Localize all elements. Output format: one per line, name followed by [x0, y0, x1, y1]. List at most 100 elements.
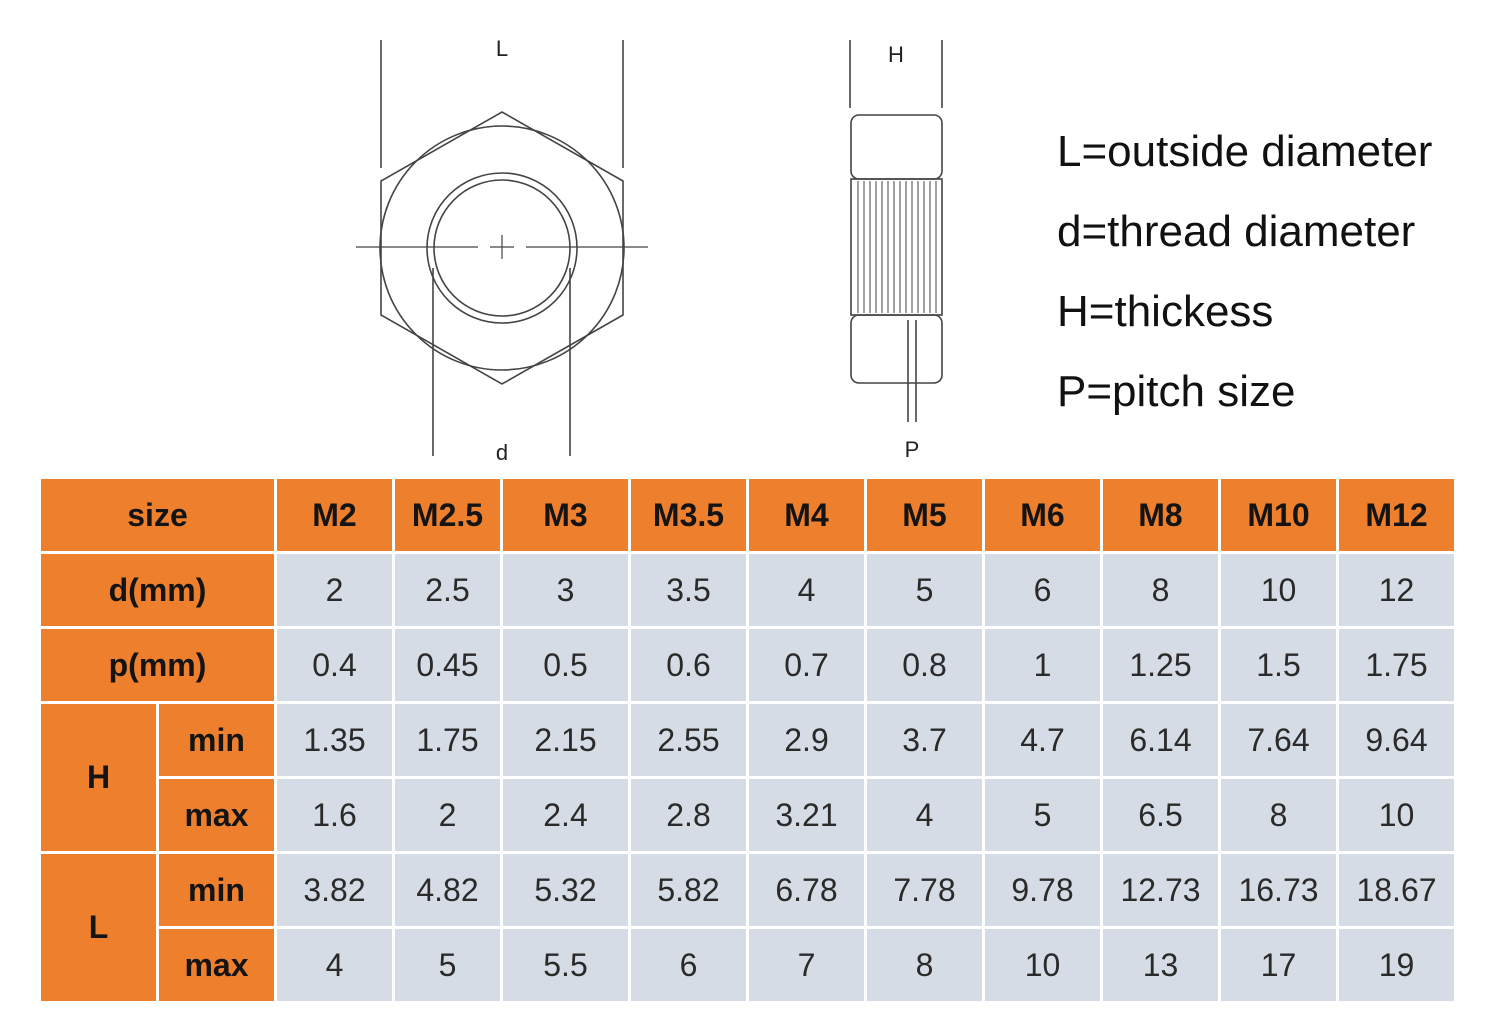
table-cell: 2.5: [392, 551, 503, 629]
p-row-label: p(mm): [38, 626, 277, 704]
table-cell: 16.73: [1218, 851, 1339, 929]
size-cell: M2.5: [392, 476, 503, 554]
table-cell: 12: [1336, 551, 1457, 629]
table-cell: 1.35: [274, 701, 395, 779]
table-cell: 7.64: [1218, 701, 1339, 779]
table-cell: 7.78: [864, 851, 985, 929]
legend-outside-diameter: L=outside diameter: [1057, 127, 1433, 176]
hex-nut-diagram: L d H P: [356, 36, 943, 465]
table-cell: 19: [1336, 926, 1457, 1004]
table-cell: 6: [982, 551, 1103, 629]
table-cell: 8: [864, 926, 985, 1004]
bore-outer-circle: [426, 172, 578, 324]
size-cell: M6: [982, 476, 1103, 554]
table-row-h-max: max 1.6 2 2.4 2.8 3.21 4 5 6.5 8 10: [40, 776, 1457, 854]
table-cell: 2: [274, 551, 395, 629]
table-cell: 2.4: [500, 776, 631, 854]
table-cell: 1.5: [1218, 626, 1339, 704]
table-cell: 10: [1218, 551, 1339, 629]
nut-size-table: size M2 M2.5 M3 M3.5 M4 M5 M6 M8 M10 M12…: [38, 476, 1457, 1004]
table-cell: 3.5: [628, 551, 749, 629]
size-cell: M5: [864, 476, 985, 554]
table-cell: 10: [1336, 776, 1457, 854]
header-row: size M2 M2.5 M3 M3.5 M4 M5 M6 M8 M10 M12: [38, 476, 1457, 554]
size-cell: M3: [500, 476, 631, 554]
table-cell: 9.78: [982, 851, 1103, 929]
table-cell: 0.8: [864, 626, 985, 704]
table-cell: 5.5: [500, 926, 631, 1004]
table-cell: 0.5: [500, 626, 631, 704]
table-cell: 1.75: [1336, 626, 1457, 704]
table-cell: 2.55: [628, 701, 749, 779]
table-cell: 12.73: [1100, 851, 1221, 929]
table-cell: 9.64: [1336, 701, 1457, 779]
table-cell: 3.7: [864, 701, 985, 779]
table-cell: 4.7: [982, 701, 1103, 779]
table-row-l-min: L min 3.82 4.82 5.32 5.82 6.78 7.78 9.78…: [38, 851, 1457, 1004]
size-cell: M2: [274, 476, 395, 554]
table-cell: 10: [982, 926, 1103, 1004]
size-cell: M8: [1100, 476, 1221, 554]
side-view-label-h: H: [888, 42, 904, 67]
table-cell: 0.7: [746, 626, 867, 704]
table-cell: 7: [746, 926, 867, 1004]
table-cell: 2.15: [500, 701, 631, 779]
table-cell: 6.5: [1100, 776, 1221, 854]
side-view-middle-block: [850, 178, 943, 316]
table-row-h-min: H min 1.35 1.75 2.15 2.55 2.9 3.7 4.7 6.…: [38, 701, 1457, 854]
side-view: [849, 40, 943, 422]
table-cell: 8: [1218, 776, 1339, 854]
dimension-legend: L=outside diameter d=thread diameter H=t…: [1057, 112, 1497, 432]
table-cell: 1.75: [392, 701, 503, 779]
table-cell: 4: [746, 551, 867, 629]
table-cell: 5.82: [628, 851, 749, 929]
table-cell: 0.6: [628, 626, 749, 704]
side-view-top-block: [850, 114, 943, 180]
table-cell: 17: [1218, 926, 1339, 1004]
table-cell: 2.8: [628, 776, 749, 854]
table-cell: 2.9: [746, 701, 867, 779]
table-cell: 1: [982, 626, 1103, 704]
chamfer-circle: [379, 125, 625, 371]
table-cell: 4.82: [392, 851, 503, 929]
table-cell: 8: [1100, 551, 1221, 629]
h-max-label: max: [156, 776, 277, 854]
hexagon-outline: [380, 111, 624, 385]
side-view-bottom-block: [850, 314, 943, 384]
size-cell: M12: [1336, 476, 1457, 554]
table-row-l-max: max 4 5 5.5 6 7 8 10 13 17 19: [40, 926, 1457, 1004]
table-cell: 0.4: [274, 626, 395, 704]
front-view: [356, 40, 648, 456]
legend-pitch-size: P=pitch size: [1057, 367, 1296, 416]
size-cell: M3.5: [628, 476, 749, 554]
size-header: size: [38, 476, 277, 554]
table-cell: 0.45: [392, 626, 503, 704]
l-row-label: L: [38, 851, 159, 1004]
table-cell: 4: [274, 926, 395, 1004]
table-cell: 6: [628, 926, 749, 1004]
table-cell: 1.6: [274, 776, 395, 854]
table-cell: 5: [982, 776, 1103, 854]
table-cell: 13: [1100, 926, 1221, 1004]
table-row-d: d(mm) 2 2.5 3 3.5 4 5 6 8 10 12: [38, 551, 1457, 629]
table-cell: 5.32: [500, 851, 631, 929]
h-min-label: min: [156, 701, 277, 779]
table-cell: 6.78: [746, 851, 867, 929]
table-cell: 3.21: [746, 776, 867, 854]
h-row-label: H: [38, 701, 159, 854]
legend-thickness: H=thickess: [1057, 287, 1274, 336]
table-cell: 18.67: [1336, 851, 1457, 929]
front-view-label-d: d: [496, 440, 508, 465]
side-view-label-p: P: [905, 437, 920, 462]
table-cell: 3: [500, 551, 631, 629]
l-min-label: min: [156, 851, 277, 929]
table-cell: 4: [864, 776, 985, 854]
table-row-p: p(mm) 0.4 0.45 0.5 0.6 0.7 0.8 1 1.25 1.…: [38, 626, 1457, 704]
table-cell: 3.82: [274, 851, 395, 929]
table-cell: 1.25: [1100, 626, 1221, 704]
table-cell: 2: [392, 776, 503, 854]
legend-thread-diameter: d=thread diameter: [1057, 207, 1416, 256]
size-cell: M10: [1218, 476, 1339, 554]
thread-lines: [857, 181, 937, 313]
table-cell: 5: [392, 926, 503, 1004]
